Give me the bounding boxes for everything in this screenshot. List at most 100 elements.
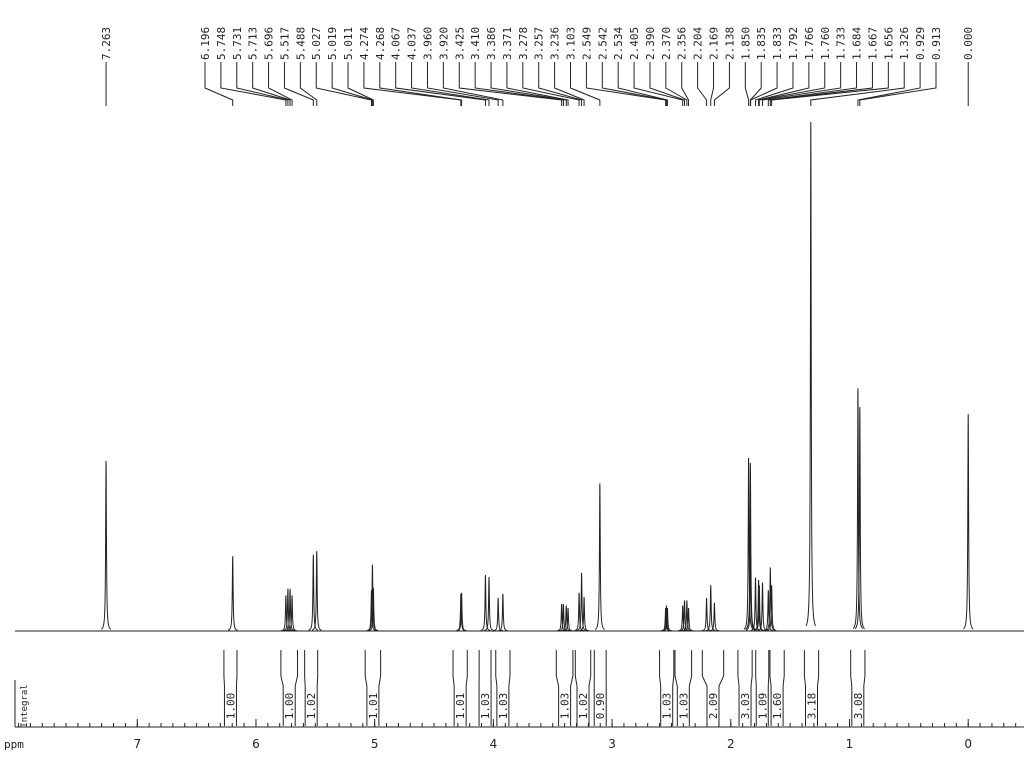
peak-label: 2.370 bbox=[660, 27, 673, 60]
peak-label: 5.488 bbox=[294, 27, 307, 60]
peak-label: 5.696 bbox=[263, 27, 276, 60]
integral-bracket bbox=[755, 650, 757, 726]
integral-bracket bbox=[574, 650, 578, 726]
peak bbox=[765, 567, 776, 631]
integral-value: 2.09 bbox=[707, 693, 720, 720]
peak-leader bbox=[810, 62, 905, 106]
peak-leader bbox=[761, 62, 842, 106]
integral-bracket bbox=[294, 650, 299, 726]
integral-bracket bbox=[863, 650, 866, 726]
x-tick-label: 5 bbox=[371, 737, 379, 751]
peak bbox=[308, 554, 319, 631]
peak-leader bbox=[252, 62, 291, 106]
integral-bracket bbox=[817, 650, 820, 726]
peak-label: 3.960 bbox=[421, 27, 434, 60]
integral-value: 1.09 bbox=[756, 693, 769, 720]
peak-leader bbox=[617, 62, 668, 106]
peak bbox=[574, 592, 584, 632]
peak-label: 2.405 bbox=[628, 27, 641, 60]
peak-leader bbox=[554, 62, 585, 106]
peak bbox=[763, 590, 774, 632]
peak-label: 5.731 bbox=[231, 27, 244, 60]
peak-label: 2.542 bbox=[596, 27, 609, 60]
peak-leader bbox=[204, 62, 234, 106]
peak-label: 1.684 bbox=[851, 27, 864, 60]
peak-leader bbox=[681, 62, 690, 106]
peak-label: 0.913 bbox=[930, 27, 943, 60]
peak-leader bbox=[506, 62, 569, 106]
peak bbox=[227, 556, 238, 631]
peak bbox=[745, 554, 756, 631]
integral-bracket bbox=[737, 650, 740, 726]
integral-bracket bbox=[570, 650, 574, 726]
peak bbox=[766, 585, 777, 632]
integral-value: 3.08 bbox=[852, 693, 865, 720]
integral-bracket bbox=[850, 650, 853, 726]
integral-value: 1.01 bbox=[367, 693, 380, 720]
peak bbox=[368, 587, 379, 632]
integral-bracket bbox=[495, 650, 498, 726]
peak-label: 1.760 bbox=[819, 27, 832, 60]
peak bbox=[561, 605, 572, 632]
peak bbox=[558, 603, 569, 632]
peak bbox=[563, 608, 573, 632]
peak bbox=[311, 551, 322, 631]
integral-bracket bbox=[280, 650, 284, 726]
integral-bracket bbox=[750, 650, 753, 726]
peak-label: 4.274 bbox=[358, 27, 371, 60]
integral-bracket bbox=[508, 650, 511, 726]
peak bbox=[963, 414, 974, 630]
peak bbox=[682, 600, 692, 632]
peak-leader bbox=[283, 62, 314, 106]
peak-label: 0.000 bbox=[962, 27, 975, 60]
integral-bracket bbox=[659, 650, 662, 726]
x-tick-label: 2 bbox=[727, 737, 735, 751]
peak-label: 5.011 bbox=[342, 27, 355, 60]
peak-leader bbox=[649, 62, 686, 106]
peak-label: 2.356 bbox=[676, 27, 689, 60]
peak-leader bbox=[522, 62, 580, 106]
x-tick-label: 3 bbox=[608, 737, 616, 751]
integral-bracket bbox=[223, 650, 225, 726]
peak-label: 3.425 bbox=[453, 27, 466, 60]
x-tick-label: 0 bbox=[964, 737, 972, 751]
integral-bracket bbox=[718, 650, 725, 726]
peak-leader bbox=[411, 62, 490, 106]
integral-bracket bbox=[588, 650, 592, 726]
integral-value: 1.03 bbox=[661, 693, 674, 720]
peak bbox=[498, 593, 508, 632]
x-axis-label: ppm bbox=[4, 738, 24, 751]
peak-leader bbox=[538, 62, 583, 106]
peak-label: 1.835 bbox=[755, 27, 768, 60]
integral-label: Integral bbox=[20, 684, 30, 727]
peak-leader bbox=[220, 62, 287, 106]
peak-leader bbox=[633, 62, 684, 106]
peak-leader bbox=[758, 62, 826, 106]
peak-leader bbox=[601, 62, 667, 106]
peak-label: 3.386 bbox=[485, 27, 498, 60]
peak-label: 1.733 bbox=[835, 27, 848, 60]
peak-leader bbox=[758, 62, 810, 106]
peak bbox=[480, 574, 491, 631]
integral-value: 1.03 bbox=[479, 693, 492, 720]
peak-label: 5.019 bbox=[326, 27, 339, 60]
integral-value: 3.03 bbox=[739, 693, 752, 720]
integral-value: 0.90 bbox=[594, 693, 607, 720]
peak-label: 1.833 bbox=[771, 27, 784, 60]
peak-label: 1.656 bbox=[882, 27, 895, 60]
integral-bracket bbox=[555, 650, 560, 726]
peak-leader bbox=[474, 62, 564, 106]
x-tick-label: 4 bbox=[490, 737, 498, 751]
peak-label: 2.138 bbox=[723, 27, 736, 60]
peak bbox=[683, 608, 694, 632]
peak-label: 3.236 bbox=[549, 27, 562, 60]
peak-label: 4.067 bbox=[390, 27, 403, 60]
peak bbox=[705, 585, 716, 632]
integral-value: 1.60 bbox=[771, 693, 784, 720]
integral-bracket bbox=[378, 650, 382, 726]
integral-bracket bbox=[672, 650, 675, 726]
peak-label: 2.169 bbox=[708, 27, 721, 60]
integral-value: 1.03 bbox=[497, 693, 510, 720]
integral-value: 1.01 bbox=[454, 693, 467, 720]
